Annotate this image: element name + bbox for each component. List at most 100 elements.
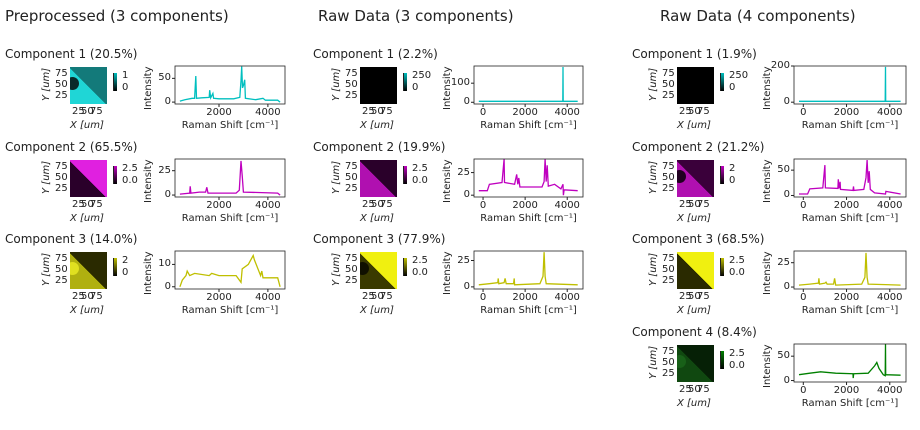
spectrum-plot (791, 158, 907, 200)
spectrum-line (478, 66, 578, 102)
spec-y-label: Intensity (442, 251, 453, 295)
spec-y-tick: 0 (463, 280, 470, 292)
map-x-label: X [um] (70, 213, 104, 224)
spec-x-label: Raman Shift [cm⁻¹] (801, 398, 899, 409)
colorbar-tick: 0.0 (729, 267, 745, 278)
spec-y-tick: 0 (164, 189, 171, 201)
colorbar (403, 166, 407, 184)
colorbar-tick: 2.5 (412, 255, 428, 266)
map-y-tick: 50 (55, 79, 68, 90)
spectrum-plot (172, 250, 286, 292)
spectrum-line (478, 252, 578, 286)
abundance-map (70, 67, 107, 104)
map-x-tick: 50 (81, 291, 94, 302)
map-y-tick: 75 (345, 68, 358, 79)
spec-x-tick: 0 (800, 200, 807, 211)
map-x-tick: 75 (697, 106, 710, 117)
spec-x-tick: 4000 (877, 107, 903, 118)
map-x-tick: 50 (371, 291, 384, 302)
spec-x-tick: 2000 (833, 107, 860, 118)
map-x-tick: 50 (371, 106, 384, 117)
spec-x-tick: 4000 (877, 200, 903, 211)
panel-title: Component 3 (14.0%) (5, 232, 138, 246)
abundance-map (677, 345, 714, 382)
map-y-tick: 75 (55, 161, 68, 172)
map-y-tick: 25 (345, 90, 358, 101)
column-title: Raw Data (3 components) (318, 7, 514, 25)
colorbar-tick: 0.0 (122, 175, 138, 186)
map-x-tick: 75 (697, 291, 710, 302)
map-x-tick: 50 (688, 106, 701, 117)
map-y-label: Y [um] (648, 160, 659, 194)
map-y-tick: 75 (662, 161, 675, 172)
abundance-map (677, 252, 714, 289)
spec-y-tick: 0 (783, 189, 790, 201)
spec-x-tick: 0 (479, 292, 487, 303)
map-x-tick: 25 (679, 384, 692, 395)
map-x-tick: 75 (697, 384, 710, 395)
spec-y-label: Intensity (762, 66, 773, 110)
colorbar (113, 166, 117, 184)
map-x-label: X [um] (70, 120, 104, 131)
map-y-label: Y [um] (648, 252, 659, 286)
panel-title: Component 2 (21.2%) (632, 140, 765, 154)
spec-x-tick: 2000 (512, 200, 538, 211)
spec-x-label: Raman Shift [cm⁻¹] (801, 120, 899, 131)
abundance-map (70, 160, 107, 197)
plot-frame (473, 65, 584, 105)
colorbar (403, 73, 407, 91)
spec-y-label: Intensity (442, 159, 453, 203)
spec-y-tick: 0 (783, 374, 790, 386)
map-x-label: X [um] (360, 213, 394, 224)
spec-y-label: Intensity (762, 344, 773, 388)
map-y-label: Y [um] (41, 252, 52, 286)
map-feature (70, 262, 79, 275)
map-x-tick: 75 (380, 199, 393, 210)
spec-y-tick: 50 (777, 164, 790, 176)
spectrum-plot (471, 158, 584, 200)
colorbar (720, 73, 724, 91)
map-x-tick: 50 (688, 291, 701, 302)
spec-x-tick: 2000 (833, 200, 860, 211)
spec-x-tick: 0 (800, 385, 807, 396)
colorbar-tick: 2 (729, 163, 736, 174)
spectrum-plot (791, 250, 907, 292)
map-x-label: X [um] (70, 305, 104, 316)
spec-x-label: Raman Shift [cm⁻¹] (181, 305, 279, 316)
panel-title: Component 4 (8.4%) (632, 325, 757, 339)
spec-x-tick: 2000 (512, 292, 538, 303)
map-x-label: X [um] (677, 398, 711, 409)
panel-title: Component 1 (1.9%) (632, 47, 757, 61)
spec-x-label: Raman Shift [cm⁻¹] (801, 213, 899, 224)
map-feature (70, 77, 79, 90)
spec-y-tick: 25 (457, 254, 470, 266)
spec-y-tick: 0 (783, 96, 790, 108)
spectrum-plot (172, 158, 286, 200)
map-y-tick: 25 (662, 275, 675, 286)
spec-x-tick: 4000 (255, 107, 281, 118)
colorbar-tick: 250 (729, 70, 749, 81)
map-y-tick: 50 (662, 357, 675, 368)
map-y-label: Y [um] (648, 67, 659, 101)
map-x-label: X [um] (677, 305, 711, 316)
map-x-tick: 75 (697, 199, 710, 210)
spectrum-line (478, 158, 578, 196)
column-title: Preprocessed (3 components) (5, 7, 229, 25)
panel-title: Component 1 (2.2%) (313, 47, 438, 61)
spec-x-label: Raman Shift [cm⁻¹] (480, 305, 577, 316)
abundance-map (70, 252, 107, 289)
map-x-tick: 50 (81, 199, 94, 210)
map-y-label: Y [um] (648, 345, 659, 379)
colorbar-tick: 2.5 (122, 163, 138, 174)
colorbar-tick: 0 (729, 175, 736, 186)
spectrum-plot (791, 343, 907, 385)
spectrum-line (799, 66, 901, 102)
map-y-label: Y [um] (331, 67, 342, 101)
colorbar (720, 166, 724, 184)
spec-y-tick: 50 (777, 350, 790, 362)
map-x-tick: 50 (688, 384, 701, 395)
colorbar-tick: 0.0 (412, 175, 428, 186)
map-x-tick: 75 (90, 199, 103, 210)
map-y-tick: 25 (345, 275, 358, 286)
